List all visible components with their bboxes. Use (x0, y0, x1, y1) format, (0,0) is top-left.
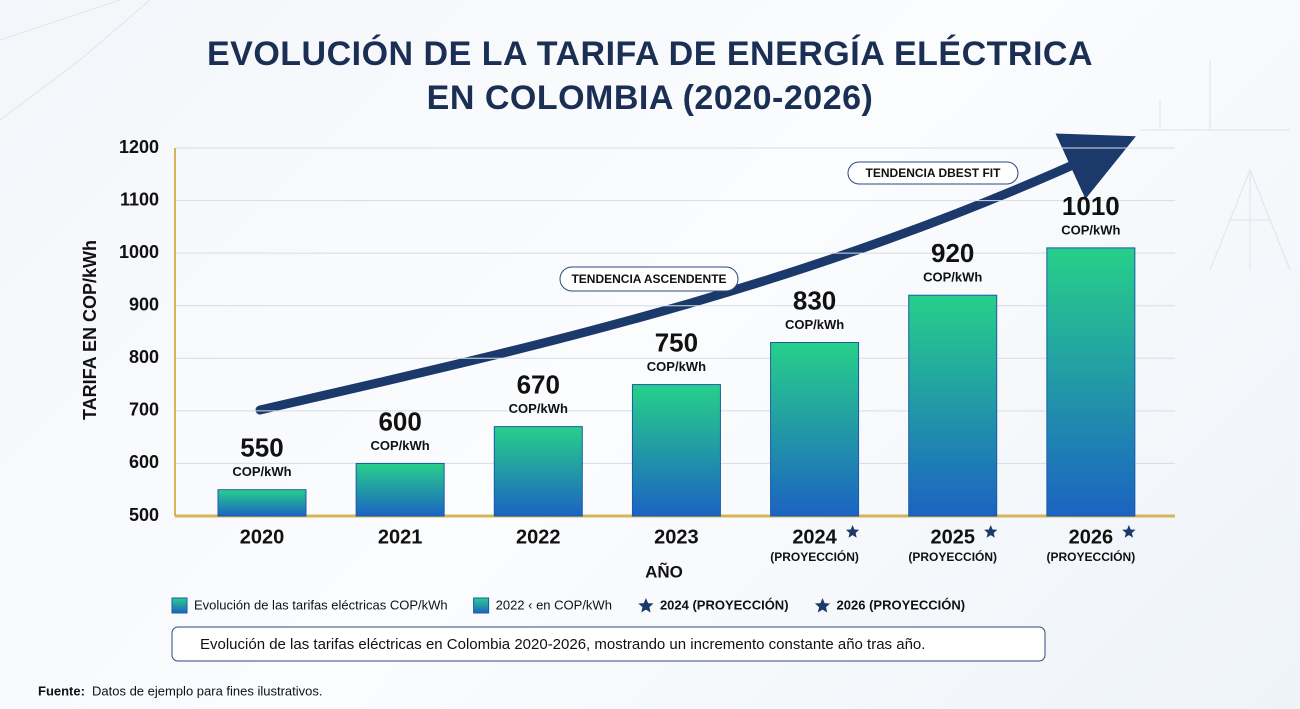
projection-star (1122, 525, 1136, 538)
y-tick-label: 900 (129, 294, 159, 314)
x-tick-label: 2022 (516, 526, 561, 548)
bar (770, 342, 860, 517)
x-tick-label: 2023 (654, 526, 699, 548)
legend-label: 2024 (PROYECCIÓN) (660, 597, 789, 612)
value-label: 670 (517, 370, 560, 400)
x-tick-note: (PROYECCIÓN) (1047, 549, 1136, 564)
bar (355, 462, 445, 517)
bar (908, 294, 998, 517)
caption-box (171, 626, 1046, 662)
decoration (0, 0, 1291, 271)
value-label: 550 (240, 433, 283, 463)
bar (217, 489, 307, 517)
annotation-box (559, 266, 739, 292)
y-tick-label: 800 (129, 347, 159, 367)
value-unit: COP/kWh (232, 464, 291, 479)
value-label: 600 (378, 406, 421, 436)
legend-marker (638, 598, 654, 613)
legend-marker (814, 598, 831, 613)
legend-label: Evolución de las tarifas eléctricas COP/… (194, 597, 448, 612)
value-unit: COP/kWh (647, 359, 706, 374)
x-tick-note: (PROYECCIÓN) (908, 549, 997, 564)
x-axis-label: AÑO (645, 561, 683, 581)
y-tick-label: 500 (129, 505, 159, 525)
legend-label: 2022 ‹ en COP/kWh (496, 597, 612, 612)
value-unit: COP/kWh (923, 270, 982, 285)
y-tick-label: 600 (129, 452, 159, 472)
chart-title: EVOLUCIÓN DE LA TARIFA DE ENERGÍA ELÉCTR… (206, 35, 1093, 117)
value-unit: COP/kWh (509, 401, 568, 416)
annotation-box (847, 161, 1019, 185)
bar (1046, 247, 1136, 517)
annotation: TENDENCIA ASCENDENTE (571, 272, 726, 286)
x-tick-label: 2025 (930, 526, 975, 548)
value-label: 920 (931, 238, 974, 268)
x-tick-label: 2020 (240, 526, 285, 548)
bar (493, 426, 583, 517)
projection-star (984, 525, 998, 538)
value-label: 750 (655, 327, 698, 357)
projection-star (845, 525, 860, 538)
y-tick-label: 1000 (119, 242, 159, 262)
x-tick-label: 2021 (378, 526, 423, 548)
caption: Evolución de las tarifas eléctricas en C… (200, 636, 925, 653)
legend-label: 2026 (PROYECCIÓN) (837, 597, 966, 612)
legend-marker (171, 597, 188, 614)
x-tick-label: 2026 (1069, 526, 1114, 548)
y-tick-label: 700 (129, 400, 159, 420)
source: Datos de ejemplo para fines ilustrativos… (92, 683, 323, 698)
y-axis-label: TARIFA EN COP/kWh (80, 240, 100, 420)
legend-marker (473, 597, 490, 614)
value-label: 830 (793, 285, 836, 315)
value-unit: COP/kWh (785, 317, 844, 332)
y-tick-label: 1100 (120, 189, 159, 209)
x-tick-label: 2024 (792, 526, 837, 548)
x-tick-note: (PROYECCIÓN) (770, 549, 859, 564)
trend-arrow (255, 133, 1136, 415)
value-label: 1010 (1062, 191, 1120, 221)
bar (631, 384, 721, 517)
source-label: Fuente: (38, 683, 85, 698)
y-tick-label: 1200 (119, 137, 159, 157)
value-unit: COP/kWh (371, 438, 430, 453)
annotation: TENDENCIA DBEST FIT (866, 166, 1002, 180)
value-unit: COP/kWh (1061, 222, 1120, 237)
